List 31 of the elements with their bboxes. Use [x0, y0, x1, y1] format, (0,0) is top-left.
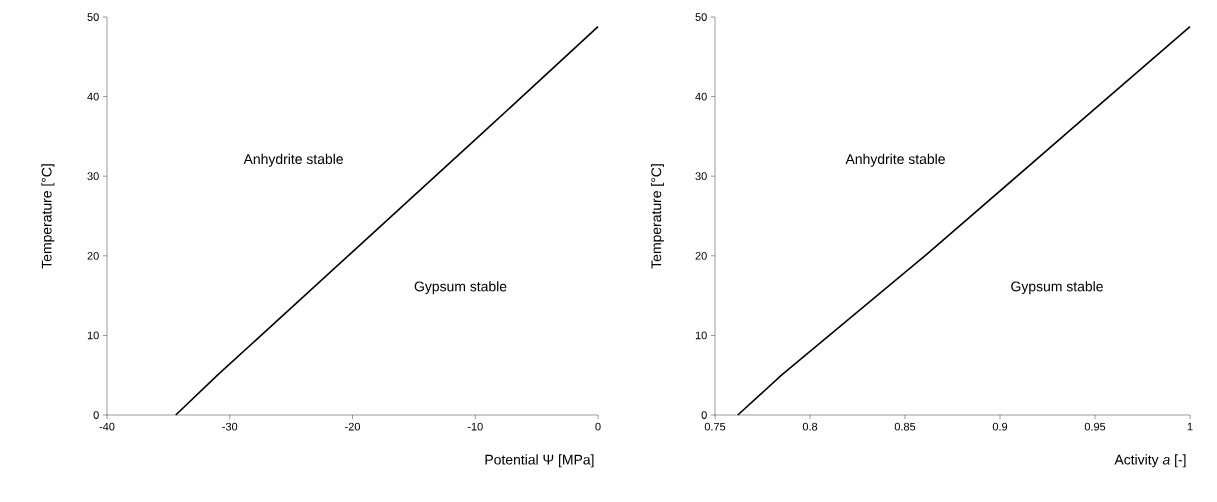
x-tick-label: 0.9: [992, 422, 1008, 431]
x-tick-label: 0.95: [1084, 422, 1106, 431]
y-tick-label: 0: [701, 411, 707, 419]
annotation: Gypsum stable: [414, 281, 507, 295]
x-tick-label: 0.8: [802, 422, 818, 431]
x-axis-title: Activity a [-]: [1114, 454, 1186, 468]
y-tick-label: 40: [87, 92, 99, 101]
x-tick-label: 0.75: [704, 422, 726, 431]
y-tick-label: 30: [87, 172, 99, 181]
y-axis-title: Temperature [°C]: [650, 164, 664, 269]
y-tick-label: 0: [93, 411, 99, 419]
annotation: Anhydrite stable: [845, 153, 945, 167]
x-tick-label: 1: [1187, 422, 1193, 431]
x-tick-label: 0: [595, 422, 601, 431]
y-tick-label: 40: [695, 92, 707, 101]
annotation: Anhydrite stable: [243, 153, 343, 167]
x-axis-title: Potential Ψ [MPa]: [485, 454, 594, 468]
x-tick-label: -10: [467, 422, 483, 431]
y-axis-title: Temperature [°C]: [41, 164, 55, 269]
y-tick-label: 50: [695, 13, 707, 21]
y-tick-label: 10: [87, 331, 99, 340]
y-tick-label: 10: [695, 331, 707, 340]
y-tick-label: 20: [695, 251, 707, 260]
x-tick-label: -30: [222, 422, 238, 431]
y-tick-label: 20: [87, 251, 99, 260]
y-tick-label: 50: [87, 13, 99, 21]
x-tick-label: 0.85: [894, 422, 916, 431]
x-tick-label: -40: [99, 422, 115, 431]
annotation: Gypsum stable: [1011, 281, 1103, 295]
y-tick-label: 30: [695, 172, 707, 181]
x-tick-label: -20: [345, 422, 360, 431]
